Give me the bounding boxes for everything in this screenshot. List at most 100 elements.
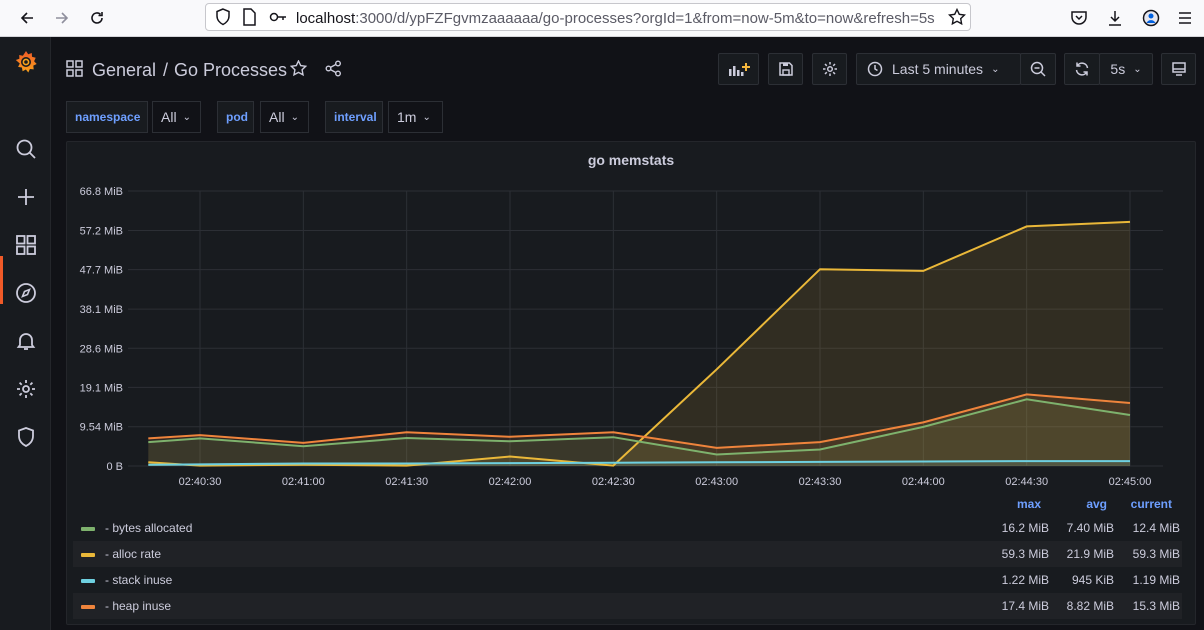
legend-row[interactable]: - bytes allocated 16.2 MiB 7.40 MiB 12.4… — [73, 515, 1182, 541]
forward-button[interactable] — [49, 6, 75, 30]
download-icon — [1109, 11, 1121, 26]
chevron-down-icon: ⌄ — [422, 111, 431, 123]
reload-button[interactable] — [84, 6, 110, 30]
dashboards-grid-icon[interactable] — [66, 60, 83, 82]
variable-select-interval[interactable]: 1m ⌄ — [388, 101, 443, 133]
legend-header-current[interactable]: current — [1130, 497, 1172, 511]
legend-avg: 7.40 MiB — [1066, 521, 1114, 535]
refresh-icon — [1075, 62, 1089, 76]
sidebar — [0, 37, 51, 630]
variable-value-interval: 1m — [397, 109, 417, 125]
breadcrumb-separator: / — [163, 60, 169, 80]
account-button[interactable] — [1138, 6, 1164, 30]
legend-swatch[interactable] — [81, 605, 95, 609]
bookmark-star-icon[interactable] — [947, 7, 967, 30]
dashboard-title[interactable]: Go Processes — [174, 60, 288, 80]
save-icon — [778, 62, 793, 76]
variable-value-pod: All — [269, 109, 285, 125]
refresh-interval-picker[interactable]: 5s ⌄ — [1099, 53, 1153, 85]
zoom-out-button[interactable] — [1020, 53, 1056, 85]
shield-icon[interactable] — [215, 8, 231, 30]
legend-current: 1.19 MiB — [1132, 573, 1180, 587]
legend-series-name[interactable]: - alloc rate — [105, 547, 162, 561]
variable-label-interval: interval — [325, 101, 383, 133]
legend-header-avg[interactable]: avg — [1086, 497, 1107, 511]
bell-icon — [16, 333, 36, 350]
time-range-label: Last 5 minutes — [892, 61, 984, 77]
variable-label-namespace: namespace — [66, 101, 148, 133]
shield-icon — [18, 427, 34, 447]
gear-icon — [17, 380, 35, 398]
add-panel-icon — [728, 63, 750, 76]
add-panel-button[interactable] — [718, 53, 759, 85]
arrow-right-icon — [56, 12, 69, 24]
dashboards-nav[interactable] — [13, 232, 39, 258]
apps-grid-icon — [16, 235, 36, 255]
alerting-nav[interactable] — [13, 328, 39, 354]
legend-swatch[interactable] — [81, 553, 95, 557]
explore-nav[interactable] — [13, 280, 39, 306]
panel-title[interactable]: go memstats — [587, 152, 675, 168]
legend-row[interactable]: - stack inuse 1.22 MiB 945 KiB 1.19 MiB — [73, 567, 1182, 593]
legend-max: 1.22 MiB — [1001, 573, 1049, 587]
url-text[interactable]: localhost:3000/d/ypFZFgvmzaaaaaa/go-proc… — [296, 10, 935, 27]
legend-swatch[interactable] — [81, 579, 95, 583]
create-nav[interactable] — [13, 184, 39, 210]
browser-toolbar: localhost:3000/d/ypFZFgvmzaaaaaa/go-proc… — [0, 0, 1204, 37]
page-icon[interactable] — [242, 8, 256, 30]
share-icon[interactable] — [325, 60, 342, 82]
breadcrumb-folder[interactable]: General — [92, 60, 157, 80]
downloads-button[interactable] — [1102, 6, 1128, 30]
search-nav[interactable] — [13, 136, 39, 162]
legend-max: 17.4 MiB — [1001, 599, 1049, 613]
legend-series-name[interactable]: - stack inuse — [105, 573, 173, 587]
variable-select-pod[interactable]: All ⌄ — [260, 101, 309, 133]
clock-icon — [867, 61, 883, 77]
reload-icon — [91, 12, 103, 24]
chevron-down-icon: ⌄ — [1133, 63, 1142, 75]
grafana-logo[interactable] — [13, 49, 39, 75]
plus-icon — [18, 189, 34, 205]
legend-header-max[interactable]: max — [1016, 497, 1041, 511]
variable-select-namespace[interactable]: All ⌄ — [152, 101, 201, 133]
legend-row[interactable]: - alloc rate 59.3 MiB 21.9 MiB 59.3 MiB — [73, 541, 1182, 567]
time-picker-button[interactable]: Last 5 minutes ⌄ — [856, 53, 1021, 85]
key-icon[interactable] — [269, 8, 287, 30]
hamburger-icon — [1179, 12, 1191, 24]
zoom-out-icon — [1030, 61, 1046, 77]
back-button[interactable] — [14, 6, 40, 30]
menu-button[interactable] — [1172, 6, 1198, 30]
chevron-down-icon: ⌄ — [182, 111, 191, 123]
chevron-down-icon: ⌄ — [991, 63, 1000, 75]
active-indicator — [0, 256, 3, 304]
pocket-icon — [1071, 11, 1087, 25]
settings-button[interactable] — [812, 53, 847, 85]
search-icon — [16, 139, 36, 159]
url-bar[interactable]: localhost:3000/d/ypFZFgvmzaaaaaa/go-proc… — [205, 3, 971, 31]
account-icon — [1142, 9, 1160, 27]
legend-row[interactable]: - heap inuse 17.4 MiB 8.82 MiB 15.3 MiB — [73, 593, 1182, 619]
legend-max: 16.2 MiB — [1001, 521, 1049, 535]
star-icon[interactable] — [289, 59, 308, 82]
compass-icon — [16, 283, 36, 303]
legend-current: 12.4 MiB — [1132, 521, 1180, 535]
legend-swatch[interactable] — [81, 527, 95, 531]
legend-avg: 21.9 MiB — [1066, 547, 1114, 561]
chevron-down-icon: ⌄ — [290, 111, 299, 123]
tv-mode-button[interactable] — [1161, 53, 1196, 85]
monitor-icon — [1171, 62, 1186, 76]
variable-label-pod: pod — [217, 101, 254, 133]
legend-current: 59.3 MiB — [1132, 547, 1180, 561]
variable-value-namespace: All — [161, 109, 177, 125]
server-admin-nav[interactable] — [13, 424, 39, 450]
gear-icon — [822, 62, 837, 76]
legend-avg: 945 KiB — [1071, 573, 1114, 587]
legend-series-name[interactable]: - bytes allocated — [105, 521, 193, 535]
legend-max: 59.3 MiB — [1001, 547, 1049, 561]
refresh-button[interactable] — [1064, 53, 1100, 85]
save-button[interactable] — [768, 53, 803, 85]
grafana-logo-icon — [15, 51, 37, 73]
configuration-nav[interactable] — [13, 376, 39, 402]
legend-series-name[interactable]: - heap inuse — [105, 599, 172, 613]
pocket-button[interactable] — [1066, 6, 1092, 30]
